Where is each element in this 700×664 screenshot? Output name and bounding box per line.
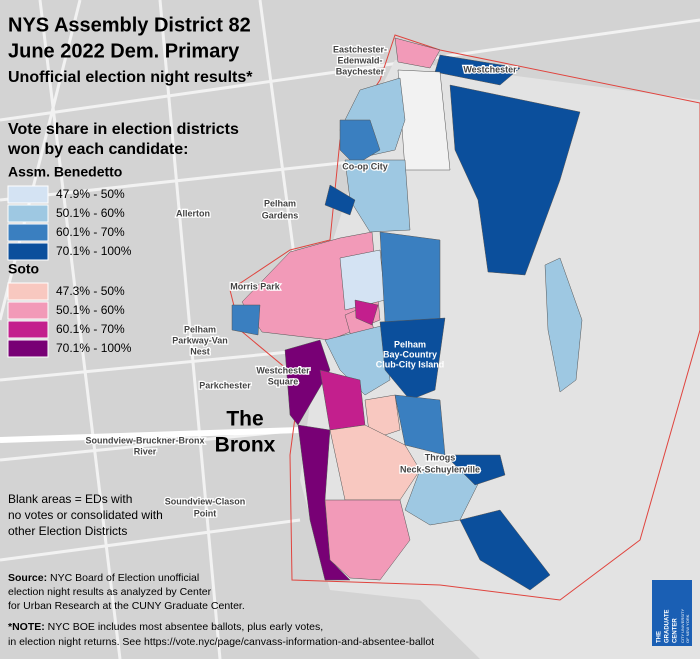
legend-swatch (7, 301, 49, 320)
logo-text: CENTER (673, 618, 679, 643)
district (544, 257, 583, 393)
legend: Assm. Benedetto 47.9% - 50% 50.1% - 60% 60.… (7, 164, 132, 358)
legend-label: 70.1% - 100% (56, 341, 132, 355)
source-label: Source: (8, 572, 47, 584)
place-label: Eastchester- (333, 44, 387, 54)
place-label: Nest (190, 346, 210, 356)
place-label: Parkway-Van (172, 335, 228, 345)
source-text: election night results as analyzed by Ce… (8, 586, 212, 598)
place-label: Throgs (425, 452, 456, 462)
title: Unofficial election night results* (8, 69, 253, 86)
district (284, 339, 331, 426)
place-label: Edenwald- (337, 55, 382, 65)
logo-text: THE GRADUATE CENTER CITY UNIVERSITY OF N… (657, 609, 690, 643)
place-label: River (134, 446, 157, 456)
borough-label: Bronx (215, 434, 276, 457)
place-label: Pelham (264, 198, 296, 208)
district (444, 454, 506, 486)
place-label: Co-op City (342, 161, 388, 171)
legend-label: 47.9% - 50% (56, 187, 125, 201)
source-text: for Urban Research at the CUNY Graduate … (8, 600, 245, 612)
legend-swatch (7, 204, 49, 223)
district (379, 317, 446, 401)
note-text: in election night returns. See https://v… (8, 636, 434, 648)
legend-swatch (7, 282, 49, 301)
place-label: Parkchester (199, 380, 251, 390)
place-label: Point (194, 508, 217, 518)
place-label: Morris Park (230, 281, 281, 291)
blank-district (397, 69, 451, 171)
subtitle: Vote share in election districts (8, 121, 239, 138)
note: *NOTE: NYC BOE includes most absentee ba… (8, 621, 323, 633)
district (354, 299, 379, 326)
logo-text: CITY UNIVERSITY (680, 609, 685, 643)
subtitle: won by each candidate: (7, 141, 188, 158)
legend-title: Assm. Benedetto (8, 164, 122, 180)
place-label: Soundview-Bruckner-Bronx (85, 435, 204, 445)
logo-text: GRADUATE (665, 609, 671, 643)
legend-label: 60.1% - 70% (56, 225, 125, 239)
place-label: Baychester (336, 66, 385, 76)
source: Source: NYC Board of Election unofficial (8, 572, 199, 584)
district (324, 324, 391, 396)
blank-note: other Election Districts (8, 524, 127, 538)
logo-text: OF NEW YORK (685, 614, 690, 643)
legend-label: 70.1% - 100% (56, 244, 132, 258)
title: NYS Assembly District 82 (8, 14, 251, 36)
legend-swatch (7, 339, 49, 358)
place-label: Bay-Country (383, 349, 437, 359)
district (339, 249, 386, 311)
legend-swatch (7, 185, 49, 204)
borough-label: The (226, 408, 263, 431)
district (324, 184, 356, 216)
legend-swatch (7, 223, 49, 242)
district (324, 499, 411, 581)
legend-label: 47.3% - 50% (56, 284, 125, 298)
title: June 2022 Dem. Primary (8, 40, 240, 62)
district (339, 119, 381, 166)
blank-note: Blank areas = EDs with (8, 492, 132, 506)
legend-title: Soto (8, 261, 39, 277)
legend-label: 50.1% - 60% (56, 303, 125, 317)
place-label: Gardens (262, 210, 299, 220)
note-label: *NOTE: (8, 621, 45, 633)
legend-label: 60.1% - 70% (56, 322, 125, 336)
district (434, 54, 521, 86)
place-label: Soundview-Clason (165, 496, 246, 506)
place-label: Allerton (176, 208, 210, 218)
place-label: Westchester (256, 365, 310, 375)
district (344, 159, 411, 233)
legend-label: 50.1% - 60% (56, 206, 125, 220)
place-label: Westchester (463, 64, 517, 74)
blank-note: no votes or consolidated with (8, 508, 163, 522)
place-label: Square (268, 376, 299, 386)
note-text: NYC BOE includes most absentee ballots, … (45, 621, 323, 633)
legend-swatch (7, 242, 49, 261)
legend-swatch (7, 320, 49, 339)
district (379, 231, 441, 323)
source-text: NYC Board of Election unofficial (47, 572, 199, 584)
place-label: Neck-Schuylerville (400, 464, 480, 474)
district (297, 424, 351, 581)
place-label: Pelham (394, 339, 426, 349)
place-label: Club-City Island (376, 359, 445, 369)
district (459, 509, 551, 591)
expressway (0, 427, 301, 443)
logo-text: THE (657, 631, 663, 643)
district (231, 304, 261, 336)
logo (652, 580, 692, 646)
district (449, 84, 581, 276)
district (394, 37, 441, 69)
place-label: Pelham (184, 324, 216, 334)
